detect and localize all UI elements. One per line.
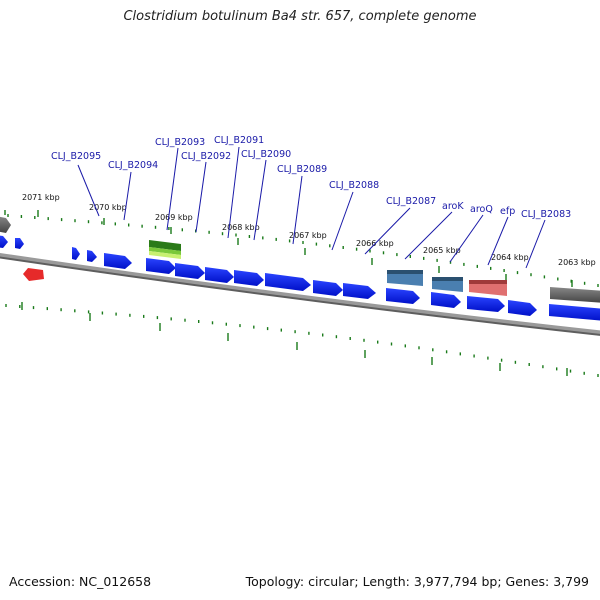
genome-backbone (0, 252, 600, 336)
map-title: Clostridium botulinum Ba4 str. 657, comp… (123, 9, 477, 24)
leader-line (227, 146, 240, 239)
kbp-label: 2064 kbp (491, 253, 529, 262)
leader-line (487, 216, 509, 266)
leader-line (123, 171, 132, 221)
cds-arrow (265, 273, 311, 291)
cds-arrow (508, 300, 537, 316)
gene-label: efp (500, 206, 515, 217)
cds-arrow (15, 238, 24, 249)
cds-arrow (87, 250, 97, 262)
gene-label: CLJ_B2089 (277, 164, 327, 175)
kbp-label: 2070 kbp (89, 203, 127, 212)
cds-arrow (234, 270, 264, 286)
forward-strand-features (0, 216, 600, 303)
gene-label: CLJ_B2087 (386, 196, 436, 207)
accession-text: Accession: NC_012658 (9, 574, 152, 589)
leader-line (253, 159, 267, 241)
gene-label: CLJ_B2092 (181, 151, 231, 162)
cds-features (0, 235, 600, 321)
leader-line (364, 207, 411, 255)
gene-labels: CLJ_B2095 CLJ_B2094 CLJ_B2093 CLJ_B2092 … (51, 135, 571, 220)
kbp-label: 2063 kbp (558, 258, 596, 267)
gene-label: CLJ_B2088 (329, 180, 379, 191)
kbp-label: 2068 kbp (222, 223, 260, 232)
inner-tick-ring (5, 302, 599, 377)
gene-label: CLJ_B2095 (51, 151, 101, 162)
gene-label: CLJ_B2093 (155, 137, 205, 148)
cds-arrow (549, 304, 600, 321)
reverse-strand-features (23, 268, 44, 281)
gene-feature (432, 277, 463, 281)
rrna-feature (23, 268, 44, 281)
kbp-label: 2071 kbp (22, 193, 60, 202)
leader-line (449, 214, 484, 263)
kbp-label: 2065 kbp (423, 246, 461, 255)
cds-arrow (343, 283, 376, 299)
genome-summary-text: Topology: circular; Length: 3,977,794 bp… (245, 574, 589, 589)
label-leader-lines (77, 146, 546, 269)
kbp-label: 2067 kbp (289, 231, 327, 240)
gene-feature (387, 270, 423, 274)
cds-arrow (205, 267, 234, 283)
gene-label: CLJ_B2091 (214, 135, 264, 146)
cds-arrow (386, 288, 420, 304)
gene-feature (550, 287, 600, 303)
gene-label: aroQ (470, 204, 493, 215)
leader-line (77, 164, 100, 217)
cds-arrow (146, 258, 176, 274)
leader-line (331, 191, 354, 251)
leader-line (195, 161, 207, 233)
gene-feature (469, 280, 507, 284)
cds-arrow (313, 280, 343, 296)
cds-arrow (467, 296, 505, 312)
cds-arrow (104, 253, 132, 269)
leader-line (292, 175, 303, 245)
kbp-label: 2069 kbp (155, 213, 193, 222)
gene-label: aroK (442, 201, 464, 212)
outer-tick-ring (4, 210, 599, 287)
gene-label: CLJ_B2094 (108, 160, 158, 171)
trna-feature (149, 240, 181, 259)
gene-feature (0, 216, 11, 233)
leader-line (404, 211, 453, 260)
gene-label: CLJ_B2090 (241, 149, 291, 160)
gene-label: CLJ_B2083 (521, 209, 571, 220)
leader-line (166, 147, 179, 231)
cds-arrow (431, 292, 461, 308)
cds-arrow (175, 263, 205, 279)
cds-arrow (0, 235, 8, 248)
cds-arrow (72, 247, 80, 260)
leader-line (525, 219, 546, 269)
